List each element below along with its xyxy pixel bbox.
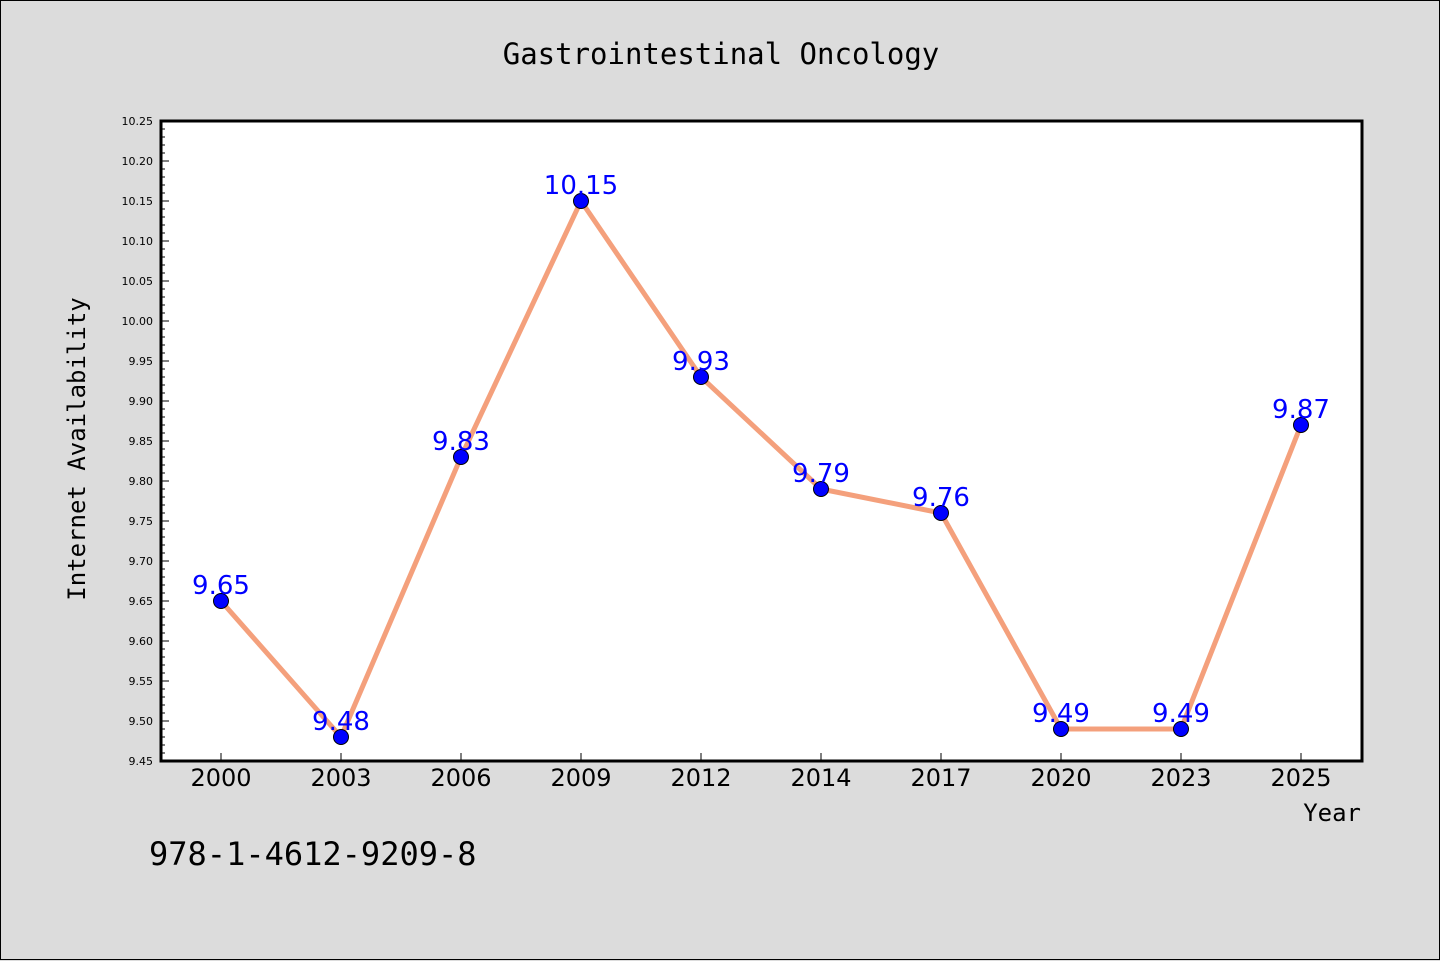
data-point <box>1293 417 1309 433</box>
x-tick-label: 2014 <box>790 764 851 792</box>
y-tick-label: 10.15 <box>122 195 154 208</box>
y-axis: 9.45 9.50 9.55 9.60 9.65 9.70 9.75 9.80 9.85 9.90… <box>122 115 169 768</box>
y-tick-label: 9.70 <box>129 555 154 568</box>
x-tick-label: 2023 <box>1150 764 1211 792</box>
x-tick-label: 2003 <box>310 764 371 792</box>
data-label: 9.83 <box>432 427 490 457</box>
x-tick-label: 2020 <box>1030 764 1091 792</box>
x-tick-label: 2006 <box>430 764 491 792</box>
data-label: 9.93 <box>672 347 730 377</box>
data-point <box>573 193 589 209</box>
y-tick-label: 9.75 <box>129 515 154 528</box>
data-point <box>693 369 709 385</box>
data-point <box>933 505 949 521</box>
y-tick-label: 9.45 <box>129 755 154 768</box>
x-tick-label: 2017 <box>910 764 971 792</box>
data-label: 9.79 <box>792 459 850 489</box>
data-point <box>1173 721 1189 737</box>
data-label: 9.76 <box>912 483 970 513</box>
y-tick-label: 10.00 <box>122 315 154 328</box>
data-label: 9.87 <box>1272 395 1330 425</box>
data-point <box>213 593 229 609</box>
y-tick-label: 9.50 <box>129 715 154 728</box>
y-tick-label: 9.65 <box>129 595 154 608</box>
y-tick-label: 10.05 <box>122 275 154 288</box>
data-point <box>813 481 829 497</box>
x-tick-label: 2000 <box>190 764 251 792</box>
series-line <box>219 198 1304 740</box>
data-label: 10.15 <box>544 171 618 201</box>
data-point <box>453 449 469 465</box>
y-axis-label: Internet Availability <box>63 297 91 600</box>
data-label: 9.65 <box>192 571 250 601</box>
y-tick-label: 9.85 <box>129 435 154 448</box>
data-labels: 9.65 9.48 9.83 10.15 9.93 9.79 9.76 9.49 9.49 9.8… <box>192 171 1330 737</box>
y-tick-label: 9.60 <box>129 635 154 648</box>
data-label: 9.49 <box>1032 699 1090 729</box>
data-point <box>1053 721 1069 737</box>
y-tick-label: 9.80 <box>129 475 154 488</box>
plot-area <box>159 119 1364 763</box>
x-tick-label: 2012 <box>670 764 731 792</box>
y-tick-label: 10.10 <box>122 235 154 248</box>
y-tick-label: 10.25 <box>122 115 154 128</box>
x-tick-label: 2025 <box>1270 764 1331 792</box>
data-point <box>333 729 349 745</box>
x-axis-label: Year <box>1303 799 1361 827</box>
x-tick-label: 2009 <box>550 764 611 792</box>
x-axis: 2000 2003 2006 2009 2012 2014 2017 2020 2023 2025 <box>190 753 1332 792</box>
chart-title: Gastrointestinal Oncology <box>503 37 940 71</box>
data-label: 9.49 <box>1152 699 1210 729</box>
isbn-text: 978-1-4612-9209-8 <box>149 835 477 873</box>
data-points <box>213 193 1309 745</box>
data-label: 9.48 <box>312 707 370 737</box>
y-tick-label: 9.55 <box>129 675 154 688</box>
y-tick-label: 9.90 <box>129 395 154 408</box>
y-tick-label: 10.20 <box>122 155 154 168</box>
y-tick-label: 9.95 <box>129 355 154 368</box>
